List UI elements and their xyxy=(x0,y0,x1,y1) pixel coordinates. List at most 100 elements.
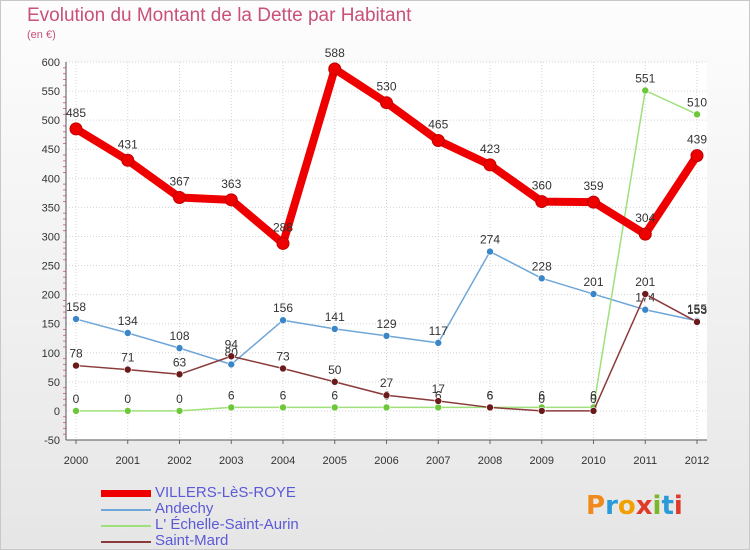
y-tick-label: 0 xyxy=(54,406,60,418)
data-point xyxy=(175,407,184,415)
x-tick-label: 2003 xyxy=(219,455,243,467)
x-tick-label: 2001 xyxy=(116,455,140,467)
data-point xyxy=(175,344,184,352)
data-point xyxy=(123,407,132,415)
data-label: 0 xyxy=(176,392,183,406)
x-tick-label: 2000 xyxy=(64,455,88,467)
data-point xyxy=(535,195,549,209)
data-point xyxy=(641,86,650,95)
data-label: 73 xyxy=(276,349,290,363)
data-label: 117 xyxy=(429,324,448,338)
data-label: 439 xyxy=(687,133,707,147)
data-point xyxy=(382,332,391,340)
legend-swatch xyxy=(101,509,151,511)
data-label: 304 xyxy=(635,211,655,225)
logo-letter: o xyxy=(617,491,636,521)
data-label: 201 xyxy=(635,275,655,289)
logo-letter: i xyxy=(673,491,683,521)
data-label: 201 xyxy=(583,275,603,289)
data-point xyxy=(434,339,443,347)
data-label: 588 xyxy=(325,46,345,60)
data-point xyxy=(227,360,236,369)
data-label: 510 xyxy=(687,95,707,109)
data-point xyxy=(638,227,652,241)
data-point xyxy=(486,247,494,256)
data-label: 158 xyxy=(66,300,86,314)
data-label: 78 xyxy=(69,347,83,361)
x-tick-label: 2012 xyxy=(685,455,709,467)
x-tick-label: 2009 xyxy=(530,455,554,467)
data-label: 423 xyxy=(480,142,500,156)
data-label: 228 xyxy=(532,259,552,273)
legend-label: Saint-Mard xyxy=(155,532,229,549)
logo-letter: i xyxy=(652,491,662,521)
data-label: 63 xyxy=(173,355,187,369)
data-point xyxy=(589,407,598,415)
data-label: 274 xyxy=(480,233,500,247)
data-label: 6 xyxy=(228,388,235,402)
data-label: 155 xyxy=(687,302,707,316)
data-point xyxy=(693,318,701,326)
data-point xyxy=(72,315,80,323)
y-tick-label: 50 xyxy=(48,377,60,389)
data-point xyxy=(121,153,135,167)
legend-swatch xyxy=(101,525,151,527)
data-point xyxy=(224,193,238,207)
y-tick-label: 450 xyxy=(42,144,60,156)
data-point xyxy=(434,397,443,405)
data-label: 134 xyxy=(118,314,138,328)
logo-letter: t xyxy=(661,491,674,521)
data-point xyxy=(431,134,445,148)
data-point xyxy=(227,403,236,412)
data-point xyxy=(279,403,287,412)
data-point xyxy=(123,329,132,337)
data-point xyxy=(72,407,80,415)
data-point xyxy=(380,96,393,110)
x-tick-label: 2006 xyxy=(374,455,398,467)
data-label: 363 xyxy=(221,177,241,191)
logo-letter: x xyxy=(635,491,653,521)
data-label: 359 xyxy=(583,179,603,193)
data-label: 94 xyxy=(225,337,239,351)
data-point xyxy=(227,352,236,361)
x-tick-label: 2008 xyxy=(478,455,502,467)
data-label: 6 xyxy=(331,388,338,402)
data-point xyxy=(589,290,598,298)
data-label: 153 xyxy=(687,303,707,317)
data-label: 431 xyxy=(118,137,138,151)
data-label: 6 xyxy=(590,388,597,402)
data-label: 129 xyxy=(376,317,396,331)
data-label: 27 xyxy=(380,376,394,390)
data-point xyxy=(690,149,704,163)
data-point xyxy=(641,305,650,314)
data-point xyxy=(382,391,391,400)
data-label: 50 xyxy=(328,363,342,377)
y-tick-label: 500 xyxy=(42,115,60,127)
data-point xyxy=(641,290,650,298)
data-point xyxy=(537,407,546,415)
data-label: 530 xyxy=(376,80,396,94)
y-tick-label: -50 xyxy=(44,435,60,447)
y-tick-label: 550 xyxy=(42,86,60,98)
y-tick-label: 150 xyxy=(42,319,60,331)
data-label: 485 xyxy=(66,106,86,120)
legend-label: L' Échelle-Saint-Aurin xyxy=(155,516,299,533)
data-label: 6 xyxy=(280,388,287,402)
legend-swatch xyxy=(101,490,151,497)
data-label: 0 xyxy=(73,392,80,406)
x-tick-label: 2002 xyxy=(167,455,191,467)
data-point xyxy=(328,62,342,76)
data-point xyxy=(173,190,186,204)
data-point xyxy=(72,361,80,370)
data-label: 6 xyxy=(538,388,545,402)
logo-letter: P xyxy=(586,491,606,521)
data-point xyxy=(330,403,339,412)
y-tick-label: 300 xyxy=(42,231,60,243)
data-label: 551 xyxy=(635,71,655,85)
legend-swatch xyxy=(101,541,151,543)
data-label: 17 xyxy=(432,382,446,396)
data-point xyxy=(175,370,184,379)
x-tick-label: 2005 xyxy=(323,455,347,467)
data-label: 288 xyxy=(273,220,293,234)
